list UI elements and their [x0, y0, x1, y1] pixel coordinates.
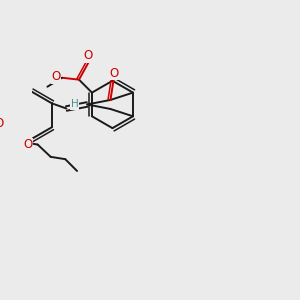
Text: O: O: [23, 139, 32, 152]
Text: O: O: [0, 117, 4, 130]
Text: O: O: [52, 70, 61, 83]
Text: H: H: [70, 100, 78, 110]
Text: O: O: [109, 67, 118, 80]
Text: O: O: [84, 50, 93, 62]
